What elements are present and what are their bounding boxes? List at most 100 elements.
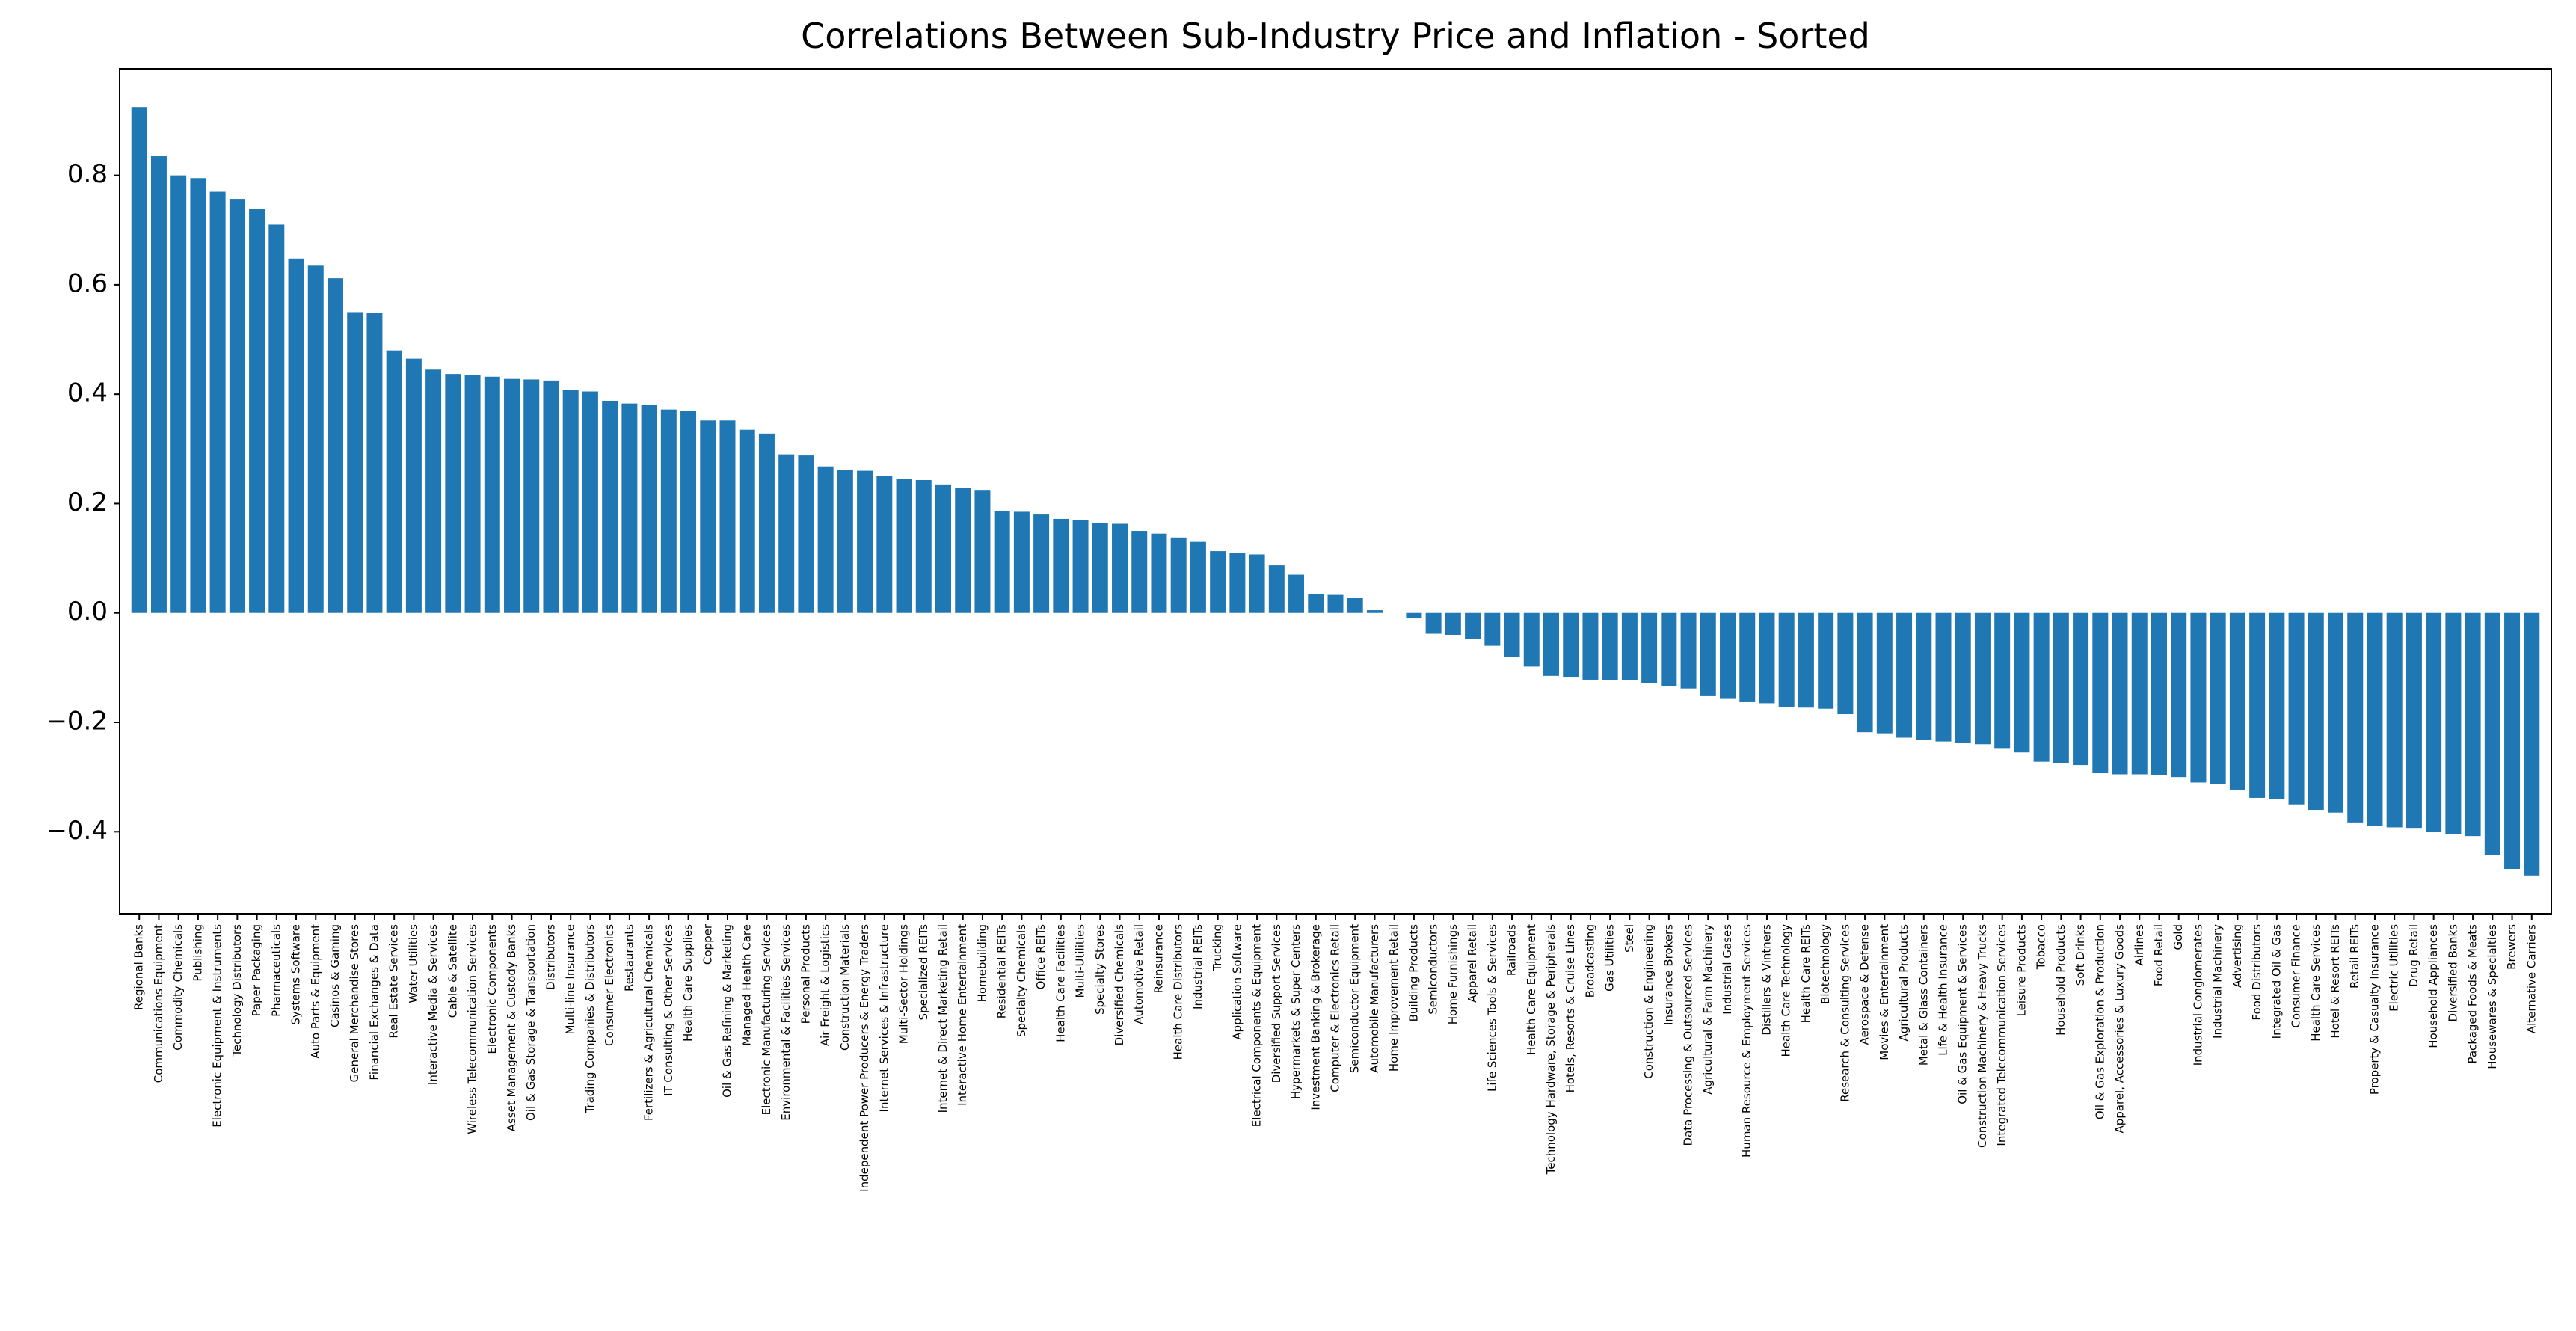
bar	[1327, 594, 1344, 613]
x-tick-label: Health Care Services	[2309, 924, 2323, 1042]
bar	[1425, 612, 1442, 634]
x-tick-label: Publishing	[191, 924, 204, 982]
bar	[582, 391, 598, 613]
x-tick-label: Agricultural Products	[1897, 924, 1911, 1042]
x-tick-label: Pharmaceuticals	[269, 924, 283, 1017]
bar	[935, 484, 951, 613]
x-tick-label: Casinos & Gaming	[328, 924, 342, 1027]
x-tick-label: Packaged Foods & Meats	[2466, 924, 2480, 1064]
x-tick-label: Internet Services & Infrastructure	[877, 924, 891, 1112]
x-tick-label: Agricultural & Farm Machinery	[1701, 924, 1715, 1095]
bar	[445, 374, 461, 613]
x-tick-label: Communications Equipment	[152, 924, 165, 1083]
x-tick-label: Oil & Gas Equipment & Services	[1956, 924, 1970, 1104]
bar	[2465, 612, 2481, 837]
x-tick-label: Tobacco	[2035, 924, 2048, 970]
bar	[2210, 612, 2226, 784]
x-tick-label: Industrial Gases	[1721, 924, 1734, 1015]
bar	[2229, 612, 2245, 790]
bar	[719, 420, 736, 613]
x-tick-label: Environmental & Facilities Services	[779, 924, 793, 1121]
x-tick-label: Financial Exchanges & Data	[367, 924, 381, 1081]
bar	[1563, 612, 1579, 678]
x-tick-label: Internet & Direct Marketing Retail	[936, 924, 950, 1113]
x-tick-label: Investment Banking & Brokerage	[1309, 924, 1322, 1110]
y-tick-label: 0.4	[67, 378, 108, 408]
bar	[1092, 523, 1108, 613]
x-tick-label: Industrial Conglomerates	[2191, 924, 2204, 1066]
x-tick-label: Research & Consulting Services	[1838, 924, 1851, 1102]
x-tick-label: Alternative Carriers	[2524, 924, 2538, 1033]
bar	[1033, 514, 1050, 613]
bar	[1465, 612, 1481, 639]
bar	[857, 470, 873, 613]
x-tick-label: General Merchandise Stores	[348, 924, 361, 1082]
bar	[641, 405, 657, 613]
x-tick-label: Advertising	[2231, 924, 2244, 988]
bar	[1131, 531, 1148, 613]
x-tick-label: Health Care REITs	[1799, 924, 1813, 1024]
bar	[464, 375, 481, 613]
bar	[2367, 612, 2383, 826]
x-tick-label: Integrated Telecommunication Services	[1995, 924, 2008, 1146]
bar	[209, 191, 226, 613]
bar	[817, 466, 834, 613]
bar	[2269, 612, 2285, 799]
x-tick-label: Leisure Products	[2014, 924, 2028, 1017]
x-tick-label: Home Improvement Retail	[1387, 924, 1401, 1072]
x-tick-label: Automotive Retail	[1132, 924, 1146, 1024]
bar	[1896, 612, 1913, 738]
bar	[405, 358, 422, 613]
x-tick-label: Construction & Engineering	[1642, 924, 1656, 1079]
x-tick-label: Airlines	[2133, 924, 2146, 966]
bar	[896, 479, 912, 613]
x-tick-label: Consumer Finance	[2290, 924, 2303, 1028]
x-tick-label: Electrical Components & Equipment	[1250, 924, 1264, 1127]
bar	[1818, 612, 1834, 709]
bar	[1210, 551, 1226, 613]
x-tick-label: Independent Power Producers & Energy Tra…	[858, 924, 871, 1192]
bar	[1974, 612, 1991, 745]
x-tick-label: Technology Distributors	[230, 924, 244, 1057]
bar	[2249, 612, 2266, 798]
bar	[876, 476, 893, 613]
x-tick-label: Distributors	[544, 924, 557, 990]
x-tick-label: Health Care Supplies	[681, 924, 695, 1042]
x-tick-label: Industrial REITs	[1191, 924, 1205, 1009]
x-tick-label: Household Products	[2054, 924, 2068, 1036]
x-tick-label: Real Estate Services	[387, 924, 401, 1039]
bar	[660, 409, 677, 613]
bar	[2073, 612, 2089, 766]
x-tick-label: Hypermarkets & Super Centers	[1289, 924, 1303, 1099]
x-tick-label: Movies & Entertainment	[1878, 924, 1891, 1060]
bar	[2112, 612, 2128, 775]
x-tick-label: Restaurants	[622, 924, 636, 992]
x-tick-label: Apparel, Accessories & Luxury Goods	[2113, 924, 2127, 1134]
x-tick-label: Diversified Support Services	[1270, 924, 1283, 1083]
x-tick-label: Life Sciences Tools & Services	[1485, 924, 1498, 1092]
bar	[2524, 612, 2540, 876]
x-tick-label: Asset Management & Custody Banks	[505, 924, 518, 1132]
bar	[739, 429, 755, 613]
x-tick-label: Health Care Equipment	[1525, 924, 1538, 1055]
bar	[1641, 612, 1658, 683]
bar	[1504, 612, 1520, 657]
bar	[994, 510, 1010, 613]
plot-frame	[119, 68, 2552, 915]
x-tick-label: Diversified Chemicals	[1113, 924, 1126, 1046]
x-tick-label: Specialty Chemicals	[1015, 924, 1028, 1037]
bar	[1916, 612, 1932, 740]
bar	[1249, 554, 1265, 613]
bar	[1229, 553, 1246, 613]
bar	[288, 258, 304, 613]
x-tick-label: Biotechnology	[1819, 924, 1832, 1004]
x-tick-label: IT Consulting & Other Services	[662, 924, 675, 1096]
x-tick-label: Computer & Electronics Retail	[1329, 924, 1342, 1092]
y-tick-label: 0.6	[67, 268, 108, 298]
y-tick-label: −0.4	[46, 816, 108, 846]
bar	[1013, 511, 1030, 613]
x-tick-label: Diversified Banks	[2446, 924, 2459, 1022]
x-tick-label: Interactive Media & Services	[426, 924, 440, 1085]
bar	[602, 400, 618, 613]
bar	[680, 411, 697, 613]
